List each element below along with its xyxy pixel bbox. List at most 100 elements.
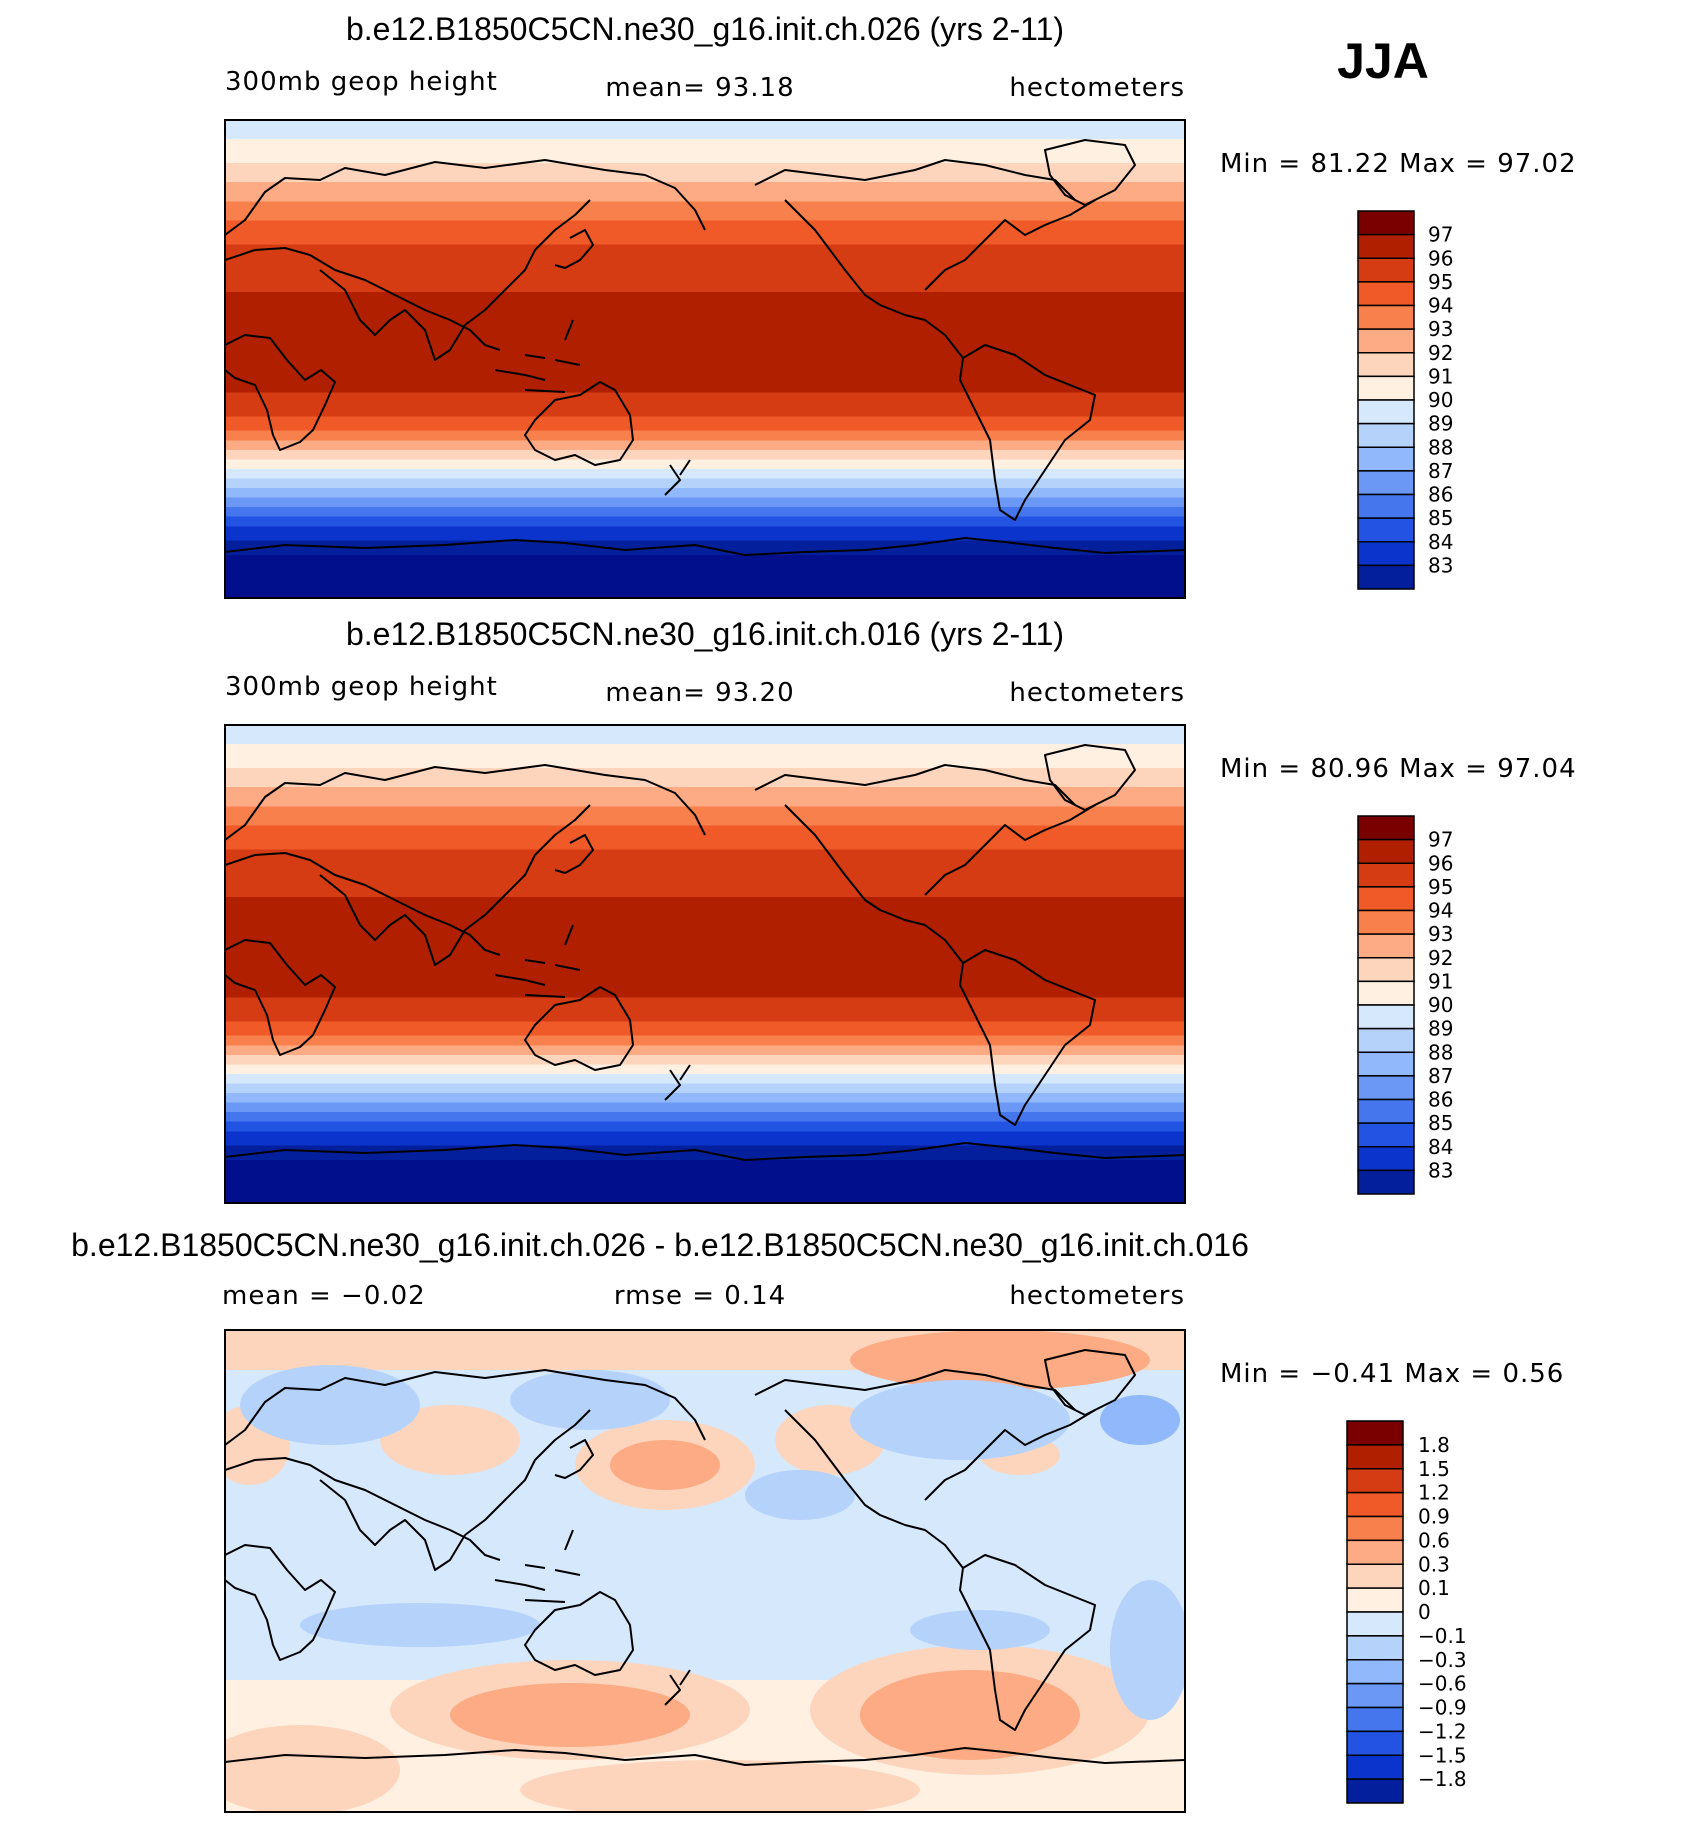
colorbar-swatch	[1357, 1098, 1415, 1124]
colorbar-tick-label: 91	[1428, 969, 1453, 993]
colorbar-swatch	[1346, 1682, 1404, 1709]
colorbar-tick-label: 0.3	[1418, 1552, 1450, 1576]
panel-1-map	[224, 119, 1186, 599]
panel-2-min-max: Min = 80.96 Max = 97.04	[1220, 754, 1577, 784]
colorbar-swatch	[1357, 257, 1415, 283]
colorbar-tick-label: 86	[1428, 1088, 1453, 1112]
panel-2-map	[224, 724, 1186, 1204]
panel-1-title: b.e12.B1850C5CN.ne30_g16.init.ch.026 (yr…	[346, 11, 1064, 47]
panel-2-units-label: hectometers	[1009, 678, 1185, 708]
colorbar-tick-label: −0.1	[1418, 1624, 1467, 1648]
panel-1-variable-label: 300mb geop height	[225, 67, 498, 97]
colorbar-tick-label: 83	[1428, 1158, 1453, 1182]
colorbar-tick-label: 97	[1428, 223, 1453, 247]
colorbar-swatch	[1357, 517, 1415, 543]
colorbar-tick-label: 0.6	[1418, 1528, 1450, 1552]
colorbar-tick-label: 87	[1428, 1064, 1453, 1088]
colorbar-swatch	[1346, 1420, 1404, 1446]
colorbar-swatch	[1357, 1027, 1415, 1053]
panel-2-mean-label: mean= 93.20	[605, 678, 794, 708]
colorbar-tick-label: 94	[1428, 294, 1453, 318]
colorbar-tick-label: 88	[1428, 1040, 1453, 1064]
colorbar-swatch	[1346, 1587, 1404, 1613]
colorbar-tick-label: 96	[1428, 851, 1453, 875]
colorbar-swatch	[1346, 1730, 1404, 1756]
colorbar-tick-label: 84	[1428, 1135, 1453, 1159]
colorbar-tick-label: 90	[1428, 993, 1453, 1017]
colorbar-tick-label: 95	[1428, 875, 1453, 899]
colorbar-tick-label: −0.6	[1418, 1672, 1467, 1696]
colorbar-tick-label: 0.9	[1418, 1505, 1450, 1529]
colorbar-swatch	[1346, 1491, 1404, 1518]
colorbar-tick-label: 93	[1428, 317, 1453, 341]
panel-2-variable-label: 300mb geop height	[225, 672, 498, 702]
colorbar-swatch	[1357, 1122, 1415, 1148]
panel-2-title: b.e12.B1850C5CN.ne30_g16.init.ch.016 (yr…	[346, 616, 1064, 652]
colorbar-tick-label: 96	[1428, 246, 1453, 270]
colorbar-tick-label: 93	[1428, 922, 1453, 946]
colorbar-swatch	[1357, 233, 1415, 259]
colorbar-swatch	[1357, 909, 1415, 935]
colorbar-tick-label: −1.8	[1418, 1767, 1467, 1791]
colorbar-tick-label: 83	[1428, 553, 1453, 577]
colorbar-swatch	[1346, 1539, 1404, 1565]
panel-3-colorbar: 1.81.51.20.90.60.30.10−0.1−0.3−0.6−0.9−1…	[1346, 1420, 1467, 1804]
colorbar-swatch	[1357, 493, 1415, 519]
colorbar-swatch	[1357, 862, 1415, 888]
colorbar-tick-label: 86	[1428, 483, 1453, 507]
colorbar-swatch	[1357, 304, 1415, 330]
colorbar-swatch	[1346, 1635, 1404, 1661]
panel-3-map	[224, 1329, 1186, 1813]
colorbar-swatch	[1346, 1754, 1404, 1780]
colorbar-tick-label: 89	[1428, 412, 1453, 436]
colorbar-tick-label: 89	[1428, 1017, 1453, 1041]
colorbar-tick-label: 84	[1428, 530, 1453, 554]
colorbar-tick-label: 92	[1428, 946, 1453, 970]
colorbar-swatch	[1357, 1169, 1415, 1195]
colorbar-swatch	[1357, 328, 1415, 354]
panel-3-mean-label: mean = −0.02	[222, 1281, 426, 1311]
colorbar-tick-label: 1.2	[1418, 1481, 1450, 1505]
colorbar-tick-label: 91	[1428, 364, 1453, 388]
colorbar-swatch	[1346, 1515, 1404, 1542]
colorbar-tick-label: −0.9	[1418, 1696, 1467, 1720]
panel-3-rmse-label: rmse = 0.14	[614, 1281, 786, 1311]
panel-1-min-max: Min = 81.22 Max = 97.02	[1220, 149, 1577, 179]
colorbar-swatch	[1357, 886, 1415, 912]
colorbar-swatch	[1357, 446, 1415, 472]
colorbar-tick-label: 92	[1428, 341, 1453, 365]
colorbar-swatch	[1346, 1659, 1404, 1685]
colorbar-swatch	[1357, 352, 1415, 378]
colorbar-swatch	[1357, 541, 1415, 567]
panel-3-title: b.e12.B1850C5CN.ne30_g16.init.ch.026 - b…	[71, 1227, 1249, 1263]
colorbar-swatch	[1357, 470, 1415, 496]
colorbar-swatch	[1357, 1146, 1415, 1172]
colorbar-swatch	[1357, 1075, 1415, 1101]
colorbar-swatch	[1357, 815, 1415, 841]
colorbar-swatch	[1346, 1563, 1404, 1589]
colorbar-tick-label: −1.5	[1418, 1743, 1467, 1767]
colorbar-swatch	[1357, 980, 1415, 1006]
colorbar-tick-label: 1.8	[1418, 1433, 1450, 1457]
colorbar-tick-label: 0	[1418, 1600, 1431, 1624]
season-label: JJA	[1337, 33, 1429, 89]
colorbar-tick-label: 90	[1428, 388, 1453, 412]
colorbar-swatch	[1357, 564, 1415, 590]
colorbar-tick-label: 95	[1428, 270, 1453, 294]
panel-1-units-label: hectometers	[1009, 73, 1185, 103]
colorbar-swatch	[1346, 1706, 1404, 1733]
panel-3-units-label: hectometers	[1009, 1281, 1185, 1311]
colorbar-tick-label: 94	[1428, 899, 1453, 923]
colorbar-tick-label: −1.2	[1418, 1719, 1467, 1743]
colorbar-swatch	[1357, 210, 1415, 236]
colorbar-swatch	[1357, 281, 1415, 307]
colorbar-tick-label: 87	[1428, 459, 1453, 483]
colorbar-swatch	[1357, 933, 1415, 959]
colorbar-tick-label: 97	[1428, 828, 1453, 852]
colorbar-tick-label: −0.3	[1418, 1648, 1467, 1672]
colorbar-swatch	[1357, 838, 1415, 864]
colorbar-swatch	[1346, 1468, 1404, 1494]
